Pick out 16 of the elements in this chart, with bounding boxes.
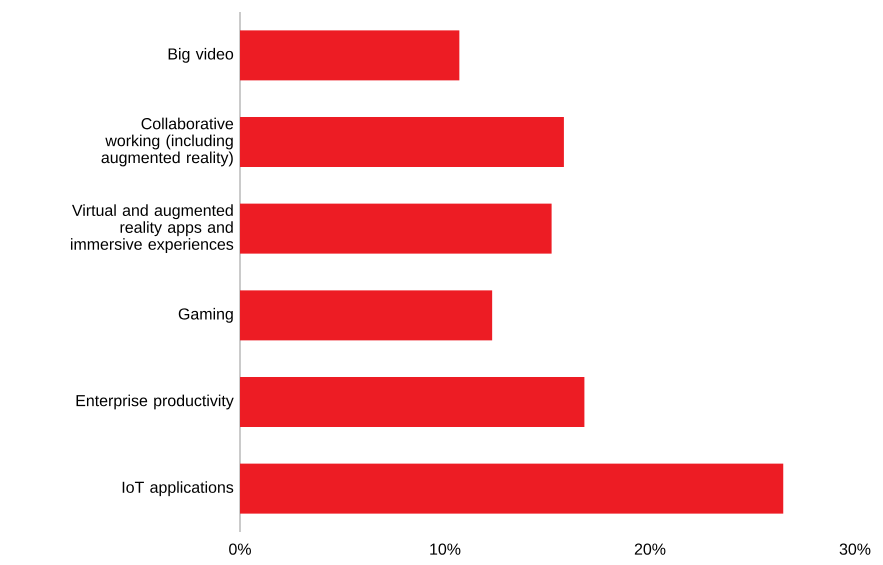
- x-tick-label: 0%: [229, 544, 251, 555]
- bar: [240, 116, 564, 167]
- x-tick-label: 20%: [634, 544, 666, 555]
- bar: [240, 290, 492, 340]
- bar: [240, 376, 584, 427]
- x-tick-label: 30%: [840, 544, 870, 555]
- y-tick-label: Enterprise productivity: [76, 394, 234, 410]
- bar: [240, 30, 460, 80]
- y-tick-label: Big video: [168, 48, 234, 63]
- y-tick-label: Collaborative working (including augmented reality): [102, 118, 234, 166]
- y-tick-label: Virtual and augmented reality apps and immersive experiences: [70, 204, 234, 254]
- bar: [240, 204, 552, 254]
- x-tick-label: 10%: [430, 544, 460, 555]
- y-tick-label: Gaming: [178, 308, 233, 323]
- y-tick-label: IoT applications: [122, 481, 234, 496]
- bar: [240, 464, 784, 514]
